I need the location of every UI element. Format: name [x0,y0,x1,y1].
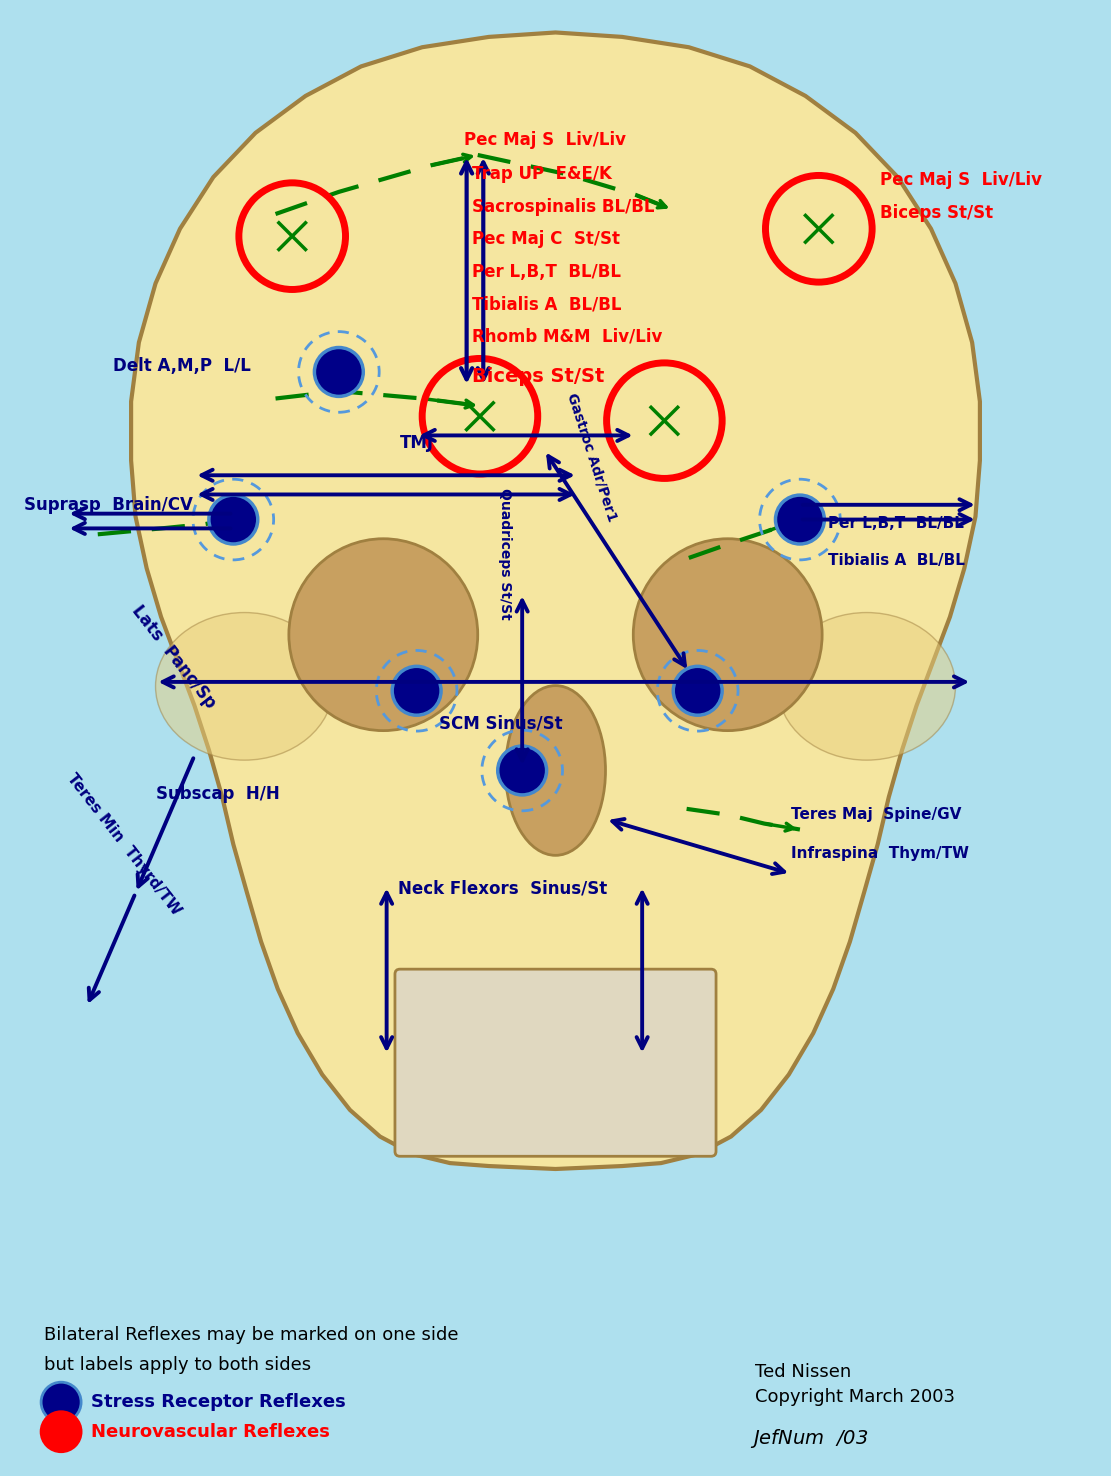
Text: Per L,B,T  BL/BL: Per L,B,T BL/BL [472,263,621,280]
Text: Infraspina  Thym/TW: Infraspina Thym/TW [791,846,969,861]
Text: Ted Nissen
Copyright March 2003: Ted Nissen Copyright March 2003 [755,1362,955,1407]
Text: Sacrospinalis BL/BL: Sacrospinalis BL/BL [472,198,654,215]
Text: Trap UP  E&E/K: Trap UP E&E/K [472,165,612,183]
Circle shape [314,347,363,397]
Text: Pec Maj C  St/St: Pec Maj C St/St [472,230,620,248]
Text: Neurovascular Reflexes: Neurovascular Reflexes [91,1423,330,1441]
Circle shape [498,745,547,796]
Text: Suprasp  Brain/CV: Suprasp Brain/CV [24,496,193,514]
Text: Bilateral Reflexes may be marked on one side: Bilateral Reflexes may be marked on one … [44,1327,459,1345]
Text: Teres Maj  Spine/GV: Teres Maj Spine/GV [791,807,961,822]
Text: Rhomb M&M  Liv/Liv: Rhomb M&M Liv/Liv [472,328,662,345]
Ellipse shape [506,685,605,856]
Circle shape [392,666,441,716]
Circle shape [673,666,722,716]
Text: Tibialis A  BL/BL: Tibialis A BL/BL [828,554,964,568]
Text: Delt A,M,P  L/L: Delt A,M,P L/L [113,357,251,375]
Ellipse shape [156,613,333,760]
Text: Teres Min  Thyrd/TW: Teres Min Thyrd/TW [64,770,184,918]
Text: Jef$\it{Num}$  /03: Jef$\it{Num}$ /03 [750,1426,868,1449]
Text: TMJ: TMJ [400,434,434,452]
Text: Gastroc Adr/Per1: Gastroc Adr/Per1 [564,391,619,524]
Ellipse shape [633,539,822,731]
Polygon shape [131,32,980,1169]
Text: Biceps St/St: Biceps St/St [880,204,993,221]
Text: Neck Flexors  Sinus/St: Neck Flexors Sinus/St [398,880,607,897]
Circle shape [41,1382,81,1423]
Circle shape [209,494,258,545]
Text: Lats  Panc/Sp: Lats Panc/Sp [128,602,219,711]
Text: Pec Maj S  Liv/Liv: Pec Maj S Liv/Liv [880,171,1042,189]
Text: Quadriceps St/St: Quadriceps St/St [498,487,512,620]
Text: Pec Maj S  Liv/Liv: Pec Maj S Liv/Liv [464,131,627,149]
Text: but labels apply to both sides: but labels apply to both sides [44,1356,311,1374]
Circle shape [41,1411,81,1452]
Ellipse shape [289,539,478,731]
Circle shape [775,494,824,545]
Text: Tibialis A  BL/BL: Tibialis A BL/BL [472,295,622,313]
Text: Biceps St/St: Biceps St/St [472,368,604,385]
Text: SCM Sinus/St: SCM Sinus/St [439,714,562,732]
Text: Subscap  H/H: Subscap H/H [156,785,279,803]
Text: Stress Receptor Reflexes: Stress Receptor Reflexes [91,1393,346,1411]
Ellipse shape [778,613,955,760]
FancyBboxPatch shape [394,970,717,1156]
Text: Per L,B,T  BL/BL: Per L,B,T BL/BL [828,517,963,531]
